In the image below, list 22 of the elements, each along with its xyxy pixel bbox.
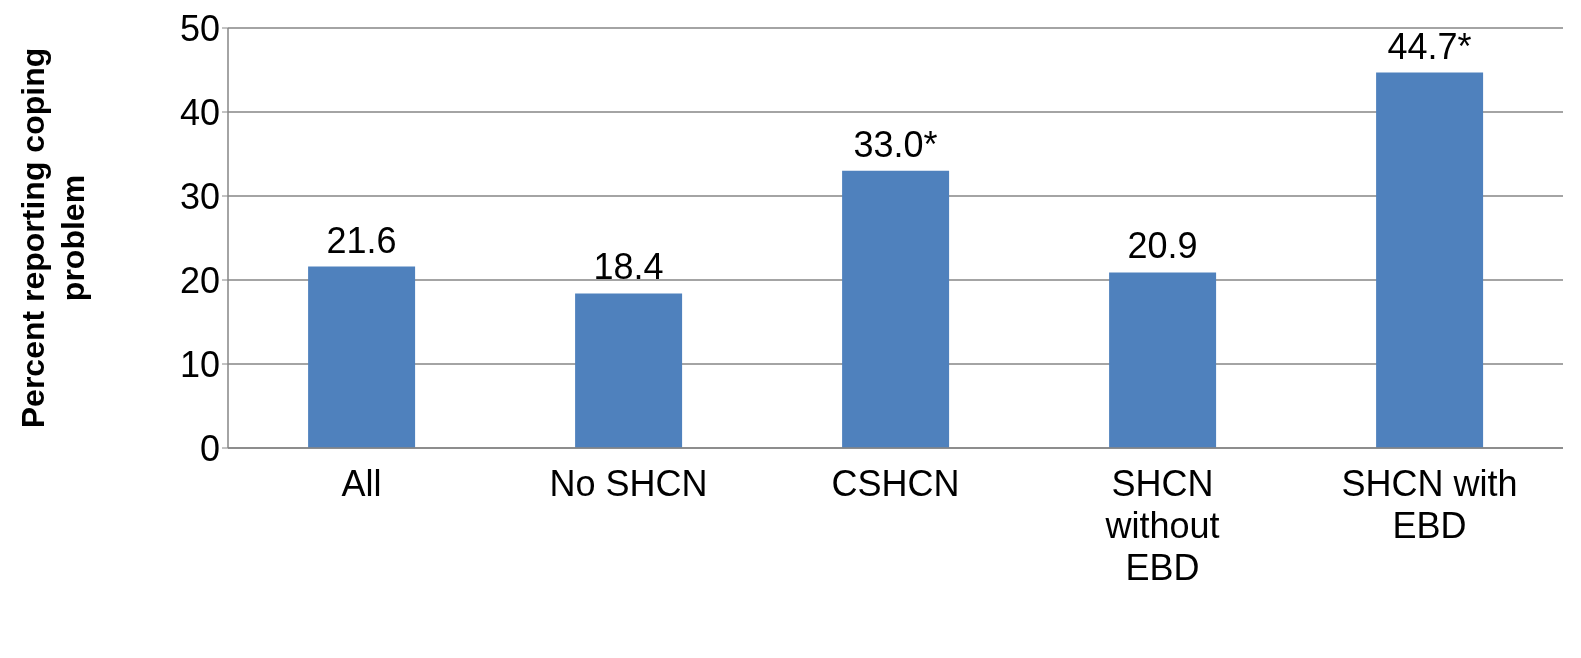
bar <box>1109 272 1217 448</box>
y-axis-title: Percent reporting coping problem <box>14 46 92 431</box>
data-label: 20.9 <box>1127 225 1198 267</box>
y-tick-label: 40 <box>179 91 220 133</box>
y-tick-label: 20 <box>179 259 220 301</box>
y-tick-label: 30 <box>179 175 220 217</box>
x-tick-label: All <box>341 463 382 504</box>
y-tick-label: 50 <box>179 7 220 49</box>
x-tick-label: SHCN with EBD <box>1341 463 1518 546</box>
data-label: 18.4 <box>593 246 664 288</box>
x-tick-label: CSHCN <box>831 463 960 504</box>
bar <box>575 293 683 448</box>
bar <box>1376 72 1484 448</box>
bar <box>842 170 950 448</box>
data-label: 33.0* <box>853 123 938 165</box>
data-label: 44.7* <box>1387 25 1472 67</box>
x-tick-label: SHCN without EBD <box>1104 463 1220 588</box>
data-label: 21.6 <box>326 219 397 261</box>
y-tick-label: 10 <box>179 343 220 385</box>
y-tick-label: 0 <box>199 427 220 469</box>
bar <box>308 266 416 448</box>
x-tick-label: No SHCN <box>549 463 708 504</box>
